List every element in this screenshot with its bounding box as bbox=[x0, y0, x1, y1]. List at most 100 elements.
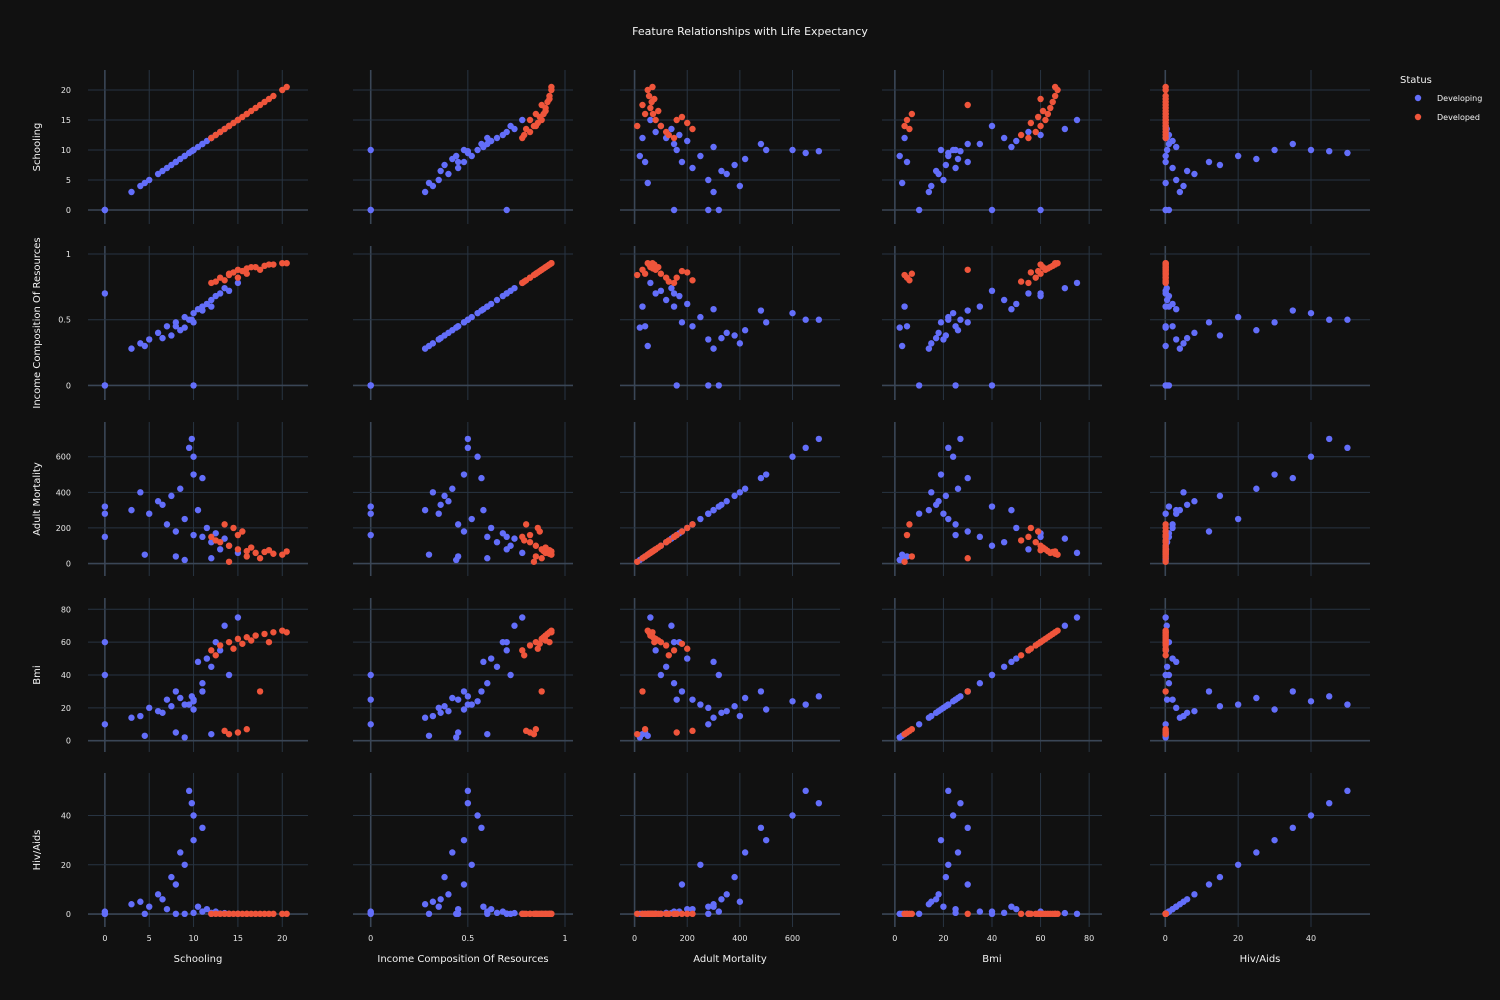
y-tick-label: 400 bbox=[56, 488, 71, 497]
data-point-developing bbox=[1173, 336, 1180, 343]
data-point-developed bbox=[283, 260, 290, 267]
data-point-developing bbox=[964, 307, 971, 314]
data-point-developing bbox=[697, 313, 704, 321]
data-point-developing bbox=[715, 671, 723, 679]
data-point-developing bbox=[689, 164, 696, 172]
data-point-developed bbox=[261, 910, 268, 918]
data-point-developing bbox=[952, 146, 959, 154]
panel-bmi-vs-bmi bbox=[882, 598, 1102, 752]
data-point-developing bbox=[421, 714, 429, 721]
data-point-developing bbox=[762, 471, 770, 478]
data-point-developing bbox=[789, 453, 796, 460]
data-point-developing bbox=[1253, 327, 1260, 334]
data-point-developing bbox=[159, 167, 166, 175]
data-point-developing bbox=[915, 910, 923, 918]
data-point-developing bbox=[101, 382, 109, 389]
data-point-developing bbox=[1205, 528, 1213, 535]
data-point-developing bbox=[1061, 284, 1069, 292]
data-point-developing bbox=[932, 501, 940, 508]
data-point-developing bbox=[945, 444, 952, 452]
data-point-developed bbox=[532, 553, 540, 560]
data-point-developed bbox=[225, 910, 233, 918]
data-point-developing bbox=[915, 510, 923, 517]
data-point-developing bbox=[199, 680, 206, 687]
data-point-developing bbox=[689, 905, 696, 913]
data-point-developing bbox=[1061, 125, 1069, 133]
data-point-developing bbox=[815, 799, 823, 807]
data-point-developing bbox=[460, 528, 468, 535]
x-tick-label: 0 bbox=[892, 934, 897, 943]
y-tick-label: 40 bbox=[61, 812, 71, 821]
data-point-developing bbox=[932, 167, 940, 175]
data-point-developing bbox=[662, 296, 670, 304]
data-point-developing bbox=[460, 881, 468, 888]
data-point-developing bbox=[190, 309, 197, 317]
data-point-developing bbox=[935, 329, 942, 337]
data-point-developing bbox=[429, 898, 437, 905]
data-point-developing bbox=[898, 179, 906, 187]
data-point-developing bbox=[647, 614, 654, 621]
data-point-developing bbox=[1163, 284, 1170, 292]
data-point-developed bbox=[548, 910, 555, 918]
y-axis-label-income: Income Composition Of Resources bbox=[32, 237, 43, 408]
data-point-developing bbox=[188, 316, 195, 323]
x-axis-label-hiv_aids: Hiv/Aids bbox=[1240, 954, 1281, 965]
data-point-developing bbox=[949, 453, 957, 460]
data-point-developing bbox=[741, 155, 749, 163]
data-point-developing bbox=[128, 345, 135, 352]
data-point-developed bbox=[234, 546, 242, 553]
data-point-developing bbox=[194, 658, 202, 666]
data-point-developing bbox=[757, 140, 765, 148]
data-point-developing bbox=[639, 303, 646, 310]
data-point-developed bbox=[1162, 110, 1169, 118]
data-point-developing bbox=[511, 909, 518, 917]
data-point-developing bbox=[1307, 309, 1315, 317]
data-point-developing bbox=[141, 179, 148, 187]
data-point-developed bbox=[670, 134, 678, 142]
data-point-developing bbox=[757, 824, 765, 832]
data-point-developing bbox=[425, 732, 433, 739]
data-point-developing bbox=[718, 896, 725, 903]
data-point-developed bbox=[239, 910, 246, 918]
data-point-developing bbox=[940, 176, 947, 184]
data-point-developing bbox=[168, 332, 175, 339]
data-point-developing bbox=[949, 309, 957, 317]
data-point-developing bbox=[421, 901, 429, 908]
data-point-developing bbox=[896, 734, 903, 741]
data-point-developing bbox=[503, 647, 510, 654]
data-point-developing bbox=[673, 146, 680, 154]
data-point-developing bbox=[723, 498, 730, 505]
data-point-developing bbox=[762, 706, 770, 713]
data-point-developed bbox=[1051, 910, 1059, 918]
data-point-developing bbox=[945, 787, 952, 795]
data-point-developed bbox=[256, 555, 264, 562]
data-point-developing bbox=[1271, 836, 1278, 844]
data-point-developing bbox=[1162, 206, 1169, 214]
data-point-developed bbox=[964, 910, 971, 918]
data-point-developing bbox=[789, 146, 796, 154]
data-point-developing bbox=[731, 161, 738, 169]
data-point-developing bbox=[731, 703, 738, 710]
data-point-developing bbox=[1271, 706, 1278, 713]
legend-entries: Developing Developed bbox=[1414, 94, 1482, 122]
y-tick-label: 10 bbox=[61, 146, 71, 155]
data-point-developed bbox=[225, 542, 233, 549]
x-tick-label: 80 bbox=[1084, 934, 1094, 943]
data-point-developed bbox=[239, 640, 246, 647]
data-point-developed bbox=[248, 637, 255, 644]
data-point-developing bbox=[1205, 688, 1213, 695]
data-point-developing bbox=[945, 861, 952, 868]
data-point-developing bbox=[932, 334, 940, 342]
data-point-developing bbox=[697, 861, 704, 868]
data-point-developing bbox=[453, 324, 460, 331]
data-point-developing bbox=[964, 824, 971, 832]
data-point-developing bbox=[736, 182, 744, 190]
data-point-developing bbox=[181, 734, 188, 741]
data-point-developed bbox=[665, 537, 672, 544]
x-axis-label-schooling: Schooling bbox=[174, 954, 223, 965]
data-point-developed bbox=[649, 110, 657, 118]
data-point-developed bbox=[234, 910, 242, 918]
data-point-developed bbox=[548, 260, 555, 267]
data-point-developing bbox=[976, 303, 984, 310]
